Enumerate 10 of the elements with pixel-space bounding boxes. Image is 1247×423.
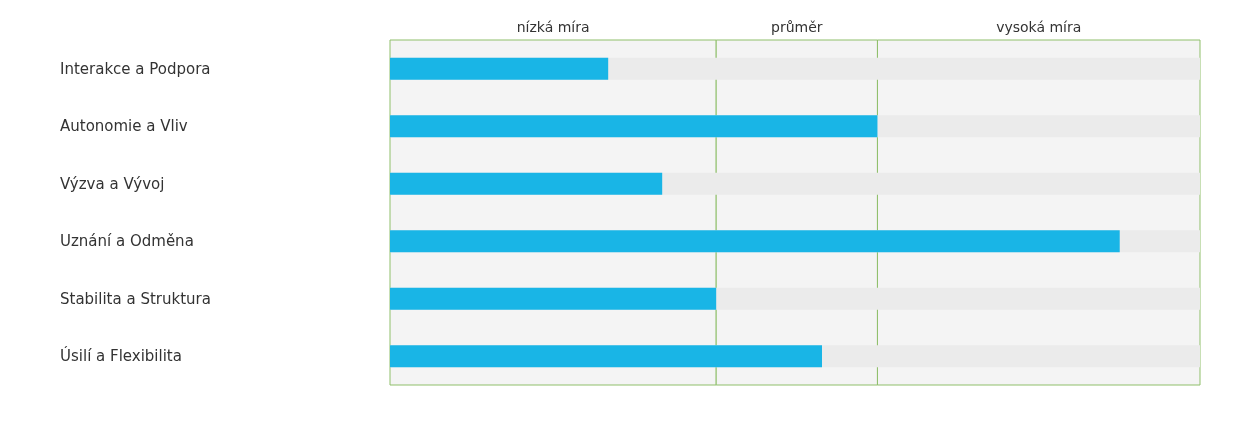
- band-label: průměr: [771, 18, 823, 35]
- y-tick-label: Interakce a Podpora: [60, 59, 211, 78]
- bar: [390, 57, 609, 80]
- band-label: vysoká míra: [996, 18, 1082, 35]
- y-tick-label: Uznání a Odměna: [60, 232, 194, 251]
- y-tick-label: Výzva a Vývoj: [60, 174, 165, 193]
- band-label: nízká míra: [516, 18, 590, 35]
- y-tick-label: Stabilita a Struktura: [60, 289, 211, 308]
- y-tick-label: Autonomie a Vliv: [60, 117, 188, 136]
- y-tick-label: Úsilí a Flexibilita: [60, 346, 182, 366]
